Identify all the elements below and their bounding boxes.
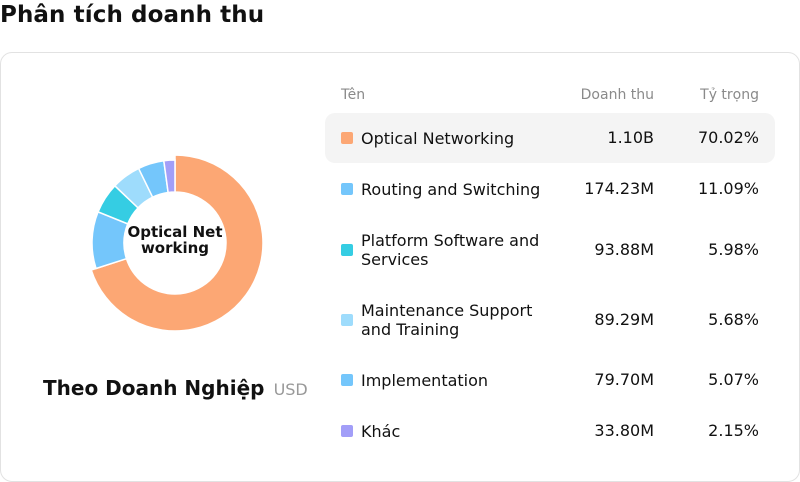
legend-swatch (341, 314, 353, 326)
column-header-revenue: Doanh thu (580, 87, 654, 103)
row-revenue: 1.10B (607, 128, 654, 147)
row-share: 11.09% (697, 179, 759, 198)
row-name: Implementation (361, 370, 489, 390)
row-revenue: 89.29M (594, 310, 654, 329)
table-row[interactable]: Implementation 79.70M 5.07% (325, 355, 775, 405)
row-name: Optical Networking (361, 128, 515, 148)
legend-swatch (341, 132, 353, 144)
chart-subtitle: Theo Doanh Nghiệp USD (43, 376, 308, 400)
table-row[interactable]: Maintenance Support and Training 89.29M 5.… (325, 285, 775, 355)
subtitle-main: Theo Doanh Nghiệp (43, 376, 265, 400)
table-row[interactable]: Khác 33.80M 2.15% (325, 406, 775, 456)
table-row[interactable]: Optical Networking 1.10B 70.02% (325, 113, 775, 163)
legend-swatch (341, 374, 353, 386)
row-name: Maintenance Support and Training (361, 301, 533, 339)
table-row[interactable]: Platform Software and Services 93.88M 5.98… (325, 215, 775, 285)
donut-slice-optical-networking[interactable] (90, 154, 264, 332)
legend-swatch (341, 425, 353, 437)
row-share: 5.98% (708, 240, 759, 259)
row-share: 70.02% (697, 128, 759, 147)
currency-unit: USD (273, 380, 308, 399)
donut-chart (90, 154, 264, 332)
row-share: 5.68% (708, 310, 759, 329)
row-revenue: 174.23M (584, 179, 654, 198)
donut-slice-kh-c[interactable] (162, 159, 176, 194)
donut-center-label: Optical Networking (127, 223, 223, 257)
legend-swatch (341, 183, 353, 195)
column-header-share: Tỷ trọng (700, 87, 759, 103)
row-revenue: 33.80M (594, 421, 654, 440)
row-share: 2.15% (708, 421, 759, 440)
row-name: Routing and Switching (361, 179, 541, 199)
row-revenue: 93.88M (594, 240, 654, 259)
row-name: Khác (361, 421, 401, 441)
page-title: Phân tích doanh thu (0, 2, 265, 28)
table-row[interactable]: Routing and Switching 174.23M 11.09% (325, 164, 775, 214)
row-revenue: 79.70M (594, 370, 654, 389)
legend-swatch (341, 244, 353, 256)
row-share: 5.07% (708, 370, 759, 389)
column-header-name: Tên (341, 87, 366, 103)
row-name: Platform Software and Services (361, 231, 540, 269)
